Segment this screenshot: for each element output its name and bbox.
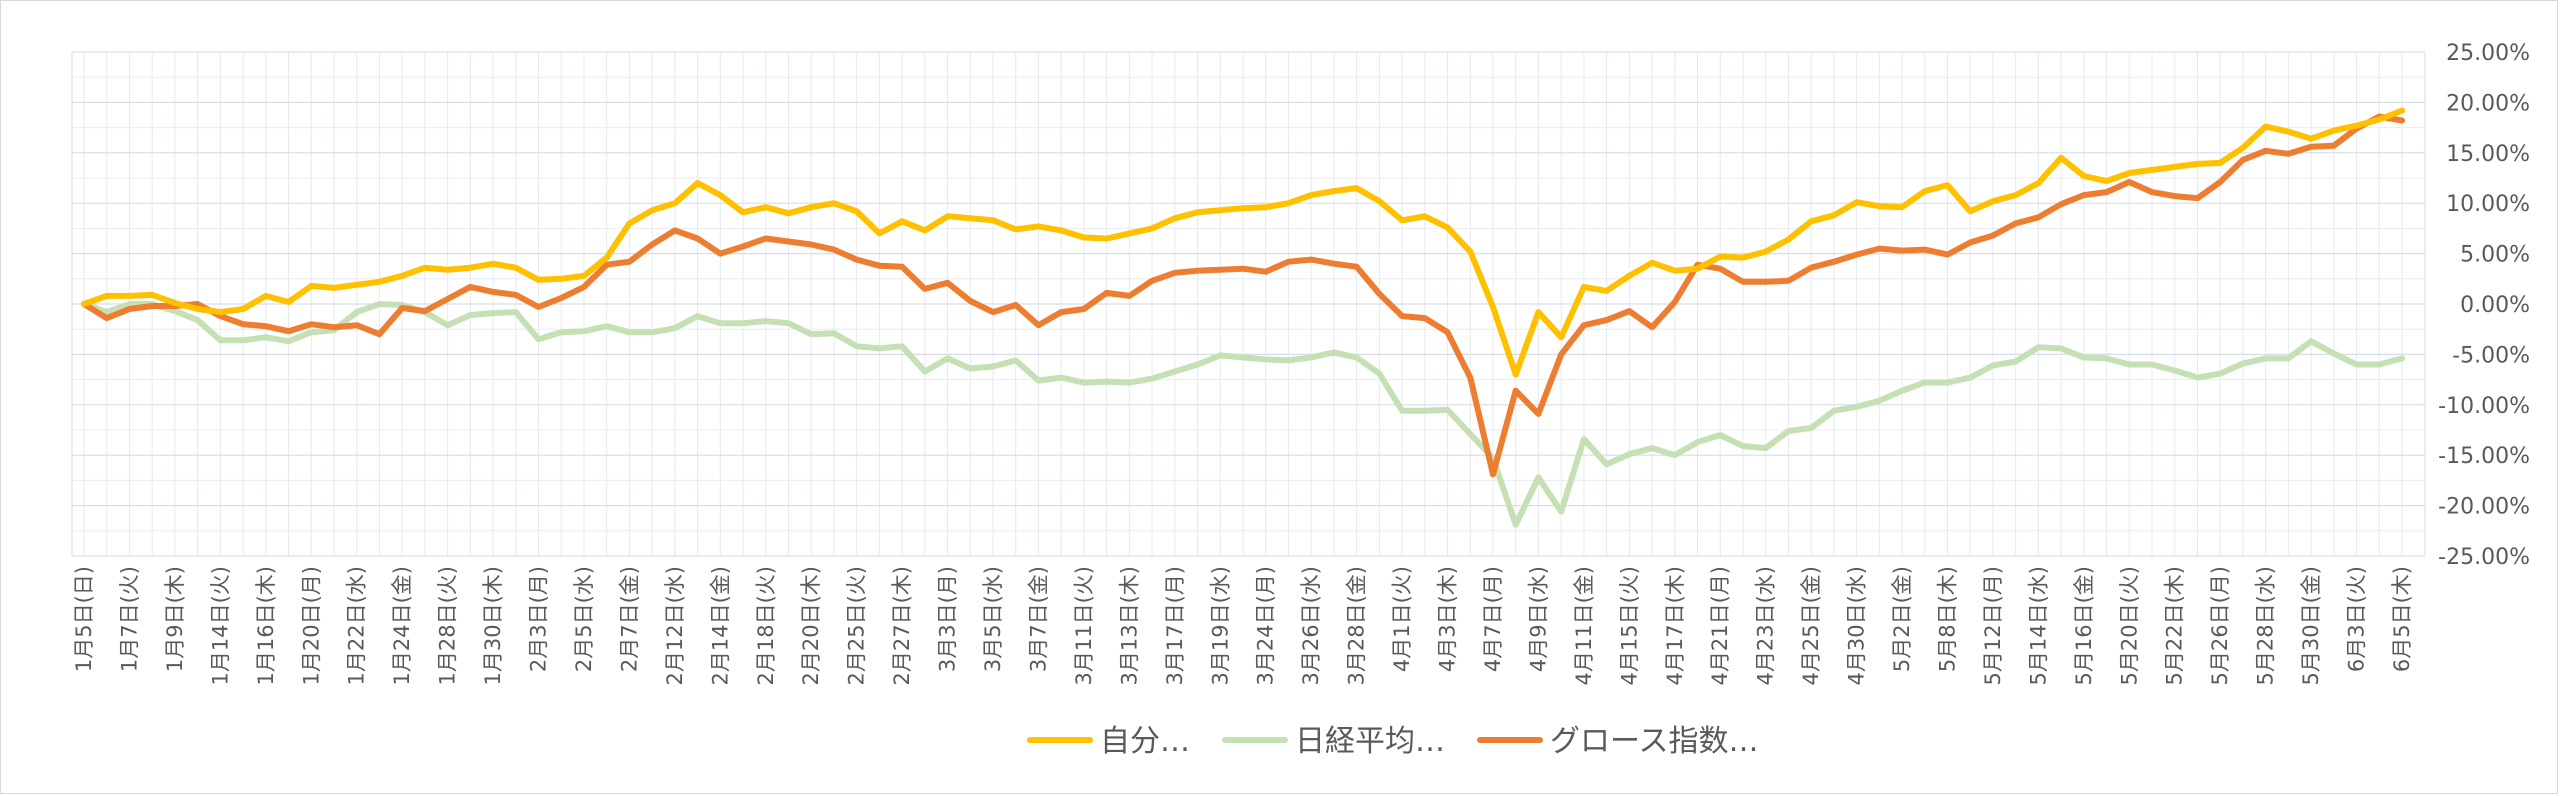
x-tick-label: 2月12日(水) [663,566,687,685]
x-tick-label: 5月30日(金) [2299,566,2323,685]
x-tick-label: 4月9日(水) [1526,566,1550,672]
y-tick-label: 0.00% [2460,293,2530,318]
x-tick-label: 2月14日(金) [708,566,732,685]
y-tick-label: -25.00% [2438,545,2530,570]
legend-label-series-2: 日経平均… [1295,724,1445,759]
x-axis-ticks: 1月5日(日) 1月7日(火) 1月9日(木) 1月14日(火) 1月16日(木) 1月2… [72,566,2414,685]
x-tick-label: 4月21日(月) [1708,566,1732,685]
y-tick-label: 20.00% [2446,91,2530,116]
x-tick-label: 3月17日(月) [1163,566,1187,685]
x-tick-label: 3月19日(水) [1208,566,1232,685]
gridlines [71,51,2426,557]
x-tick-label: 4月23日(水) [1754,566,1778,685]
x-tick-label: 1月28日(火) [436,566,460,685]
series-line-1 [81,107,2405,378]
x-tick-label: 1月9日(木) [163,566,187,672]
x-tick-label: 5月28日(水) [2254,566,2278,685]
x-tick-label: 3月26日(水) [1299,566,1323,685]
y-tick-label: -5.00% [2452,343,2530,368]
x-tick-label: 5月20日(火) [2117,566,2141,685]
x-tick-label: 6月3日(火) [2345,566,2369,672]
x-tick-label: 2月7日(金) [617,566,641,672]
x-tick-label: 2月27日(木) [890,566,914,685]
series-line-3 [81,113,2405,478]
legend-label-series-1: 自分… [1100,724,1190,759]
x-tick-label: 2月3日(月) [527,566,551,672]
x-tick-label: 4月7日(月) [1481,566,1505,672]
x-tick-label: 2月18日(火) [754,566,778,685]
x-tick-label: 5月26日(月) [2208,566,2232,685]
x-tick-label: 4月11日(金) [1572,566,1596,685]
y-tick-label: 25.00% [2446,41,2530,66]
x-tick-label: 5月8日(木) [1935,566,1959,672]
y-axis-ticks: 25.00% 20.00% 15.00% 10.00% 5.00% 0.00% -5.00%… [2438,41,2530,570]
series-lines [81,107,2405,528]
x-tick-label: 4月17日(木) [1663,566,1687,685]
x-tick-label: 3月28日(金) [1345,566,1369,685]
y-tick-label: -20.00% [2438,495,2530,520]
x-tick-label: 4月1日(火) [1390,566,1414,672]
legend: 自分… 日経平均… グロース指数… [1027,724,1759,759]
x-tick-label: 2月5日(水) [572,566,596,672]
series-line-2 [81,301,2405,528]
x-tick-label: 4月25日(金) [1799,566,1823,685]
x-tick-label: 1月24日(金) [390,566,414,685]
y-tick-label: -10.00% [2438,394,2530,419]
x-tick-label: 4月3日(木) [1436,566,1460,672]
x-tick-label: 2月20日(木) [799,566,823,685]
x-tick-label: 1月16日(木) [254,566,278,685]
x-tick-label: 1月22日(水) [345,566,369,685]
x-tick-label: 3月11日(火) [1072,566,1096,685]
x-tick-label: 6月5日(木) [2390,566,2414,672]
plot-area [71,51,2426,557]
x-tick-label: 5月14日(水) [2026,566,2050,685]
x-tick-label: 3月13日(木) [1117,566,1141,685]
x-tick-label: 4月30日(水) [1845,566,1869,685]
x-tick-label: 5月16日(金) [2072,566,2096,685]
x-tick-label: 1月14日(火) [208,566,232,685]
x-tick-label: 1月30日(木) [481,566,505,685]
legend-label-series-3: グロース指数… [1550,724,1759,759]
y-tick-label: 15.00% [2446,142,2530,167]
y-tick-label: -15.00% [2438,444,2530,469]
x-tick-label: 5月22日(木) [2163,566,2187,685]
x-tick-label: 5月12日(月) [1981,566,2005,685]
y-tick-label: 10.00% [2446,192,2530,217]
y-tick-label: 5.00% [2460,243,2530,268]
x-tick-label: 3月24日(月) [1254,566,1278,685]
x-tick-label: 1月5日(日) [72,566,96,672]
x-tick-label: 1月20日(月) [299,566,323,685]
x-tick-label: 2月25日(火) [845,566,869,685]
x-tick-label: 1月7日(火) [117,566,141,672]
x-tick-label: 4月15日(火) [1617,566,1641,685]
x-tick-label: 3月5日(水) [981,566,1005,672]
x-tick-label: 3月7日(金) [1026,566,1050,672]
x-tick-label: 3月3日(月) [936,566,960,672]
x-tick-label: 5月2日(金) [1890,566,1914,672]
